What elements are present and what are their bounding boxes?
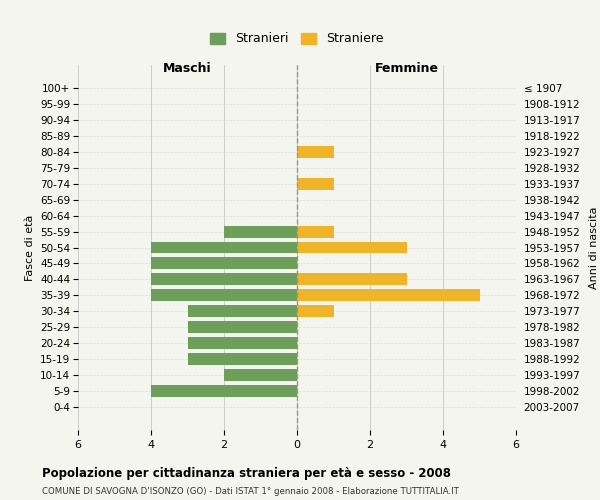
Bar (297, 146, 334, 158)
Bar (187, 306, 297, 318)
Bar (187, 322, 297, 334)
Y-axis label: Anni di nascita: Anni di nascita (589, 206, 599, 289)
Text: COMUNE DI SAVOGNA D'ISONZO (GO) - Dati ISTAT 1° gennaio 2008 - Elaborazione TUTT: COMUNE DI SAVOGNA D'ISONZO (GO) - Dati I… (42, 488, 459, 496)
Y-axis label: Fasce di età: Fasce di età (25, 214, 35, 280)
Bar (151, 242, 297, 254)
Bar (297, 274, 407, 285)
Bar (224, 226, 297, 237)
Legend: Stranieri, Straniere: Stranieri, Straniere (205, 28, 389, 50)
Bar (297, 242, 407, 254)
Text: Femmine: Femmine (374, 62, 439, 75)
Text: Maschi: Maschi (163, 62, 212, 75)
Bar (187, 354, 297, 366)
Bar (297, 178, 334, 190)
Bar (151, 290, 297, 302)
Bar (297, 226, 334, 237)
Bar (297, 290, 479, 302)
Bar (297, 306, 334, 318)
Bar (187, 338, 297, 349)
Bar (151, 386, 297, 398)
Bar (151, 258, 297, 270)
Bar (224, 370, 297, 382)
Text: Popolazione per cittadinanza straniera per età e sesso - 2008: Popolazione per cittadinanza straniera p… (42, 468, 451, 480)
Bar (151, 274, 297, 285)
